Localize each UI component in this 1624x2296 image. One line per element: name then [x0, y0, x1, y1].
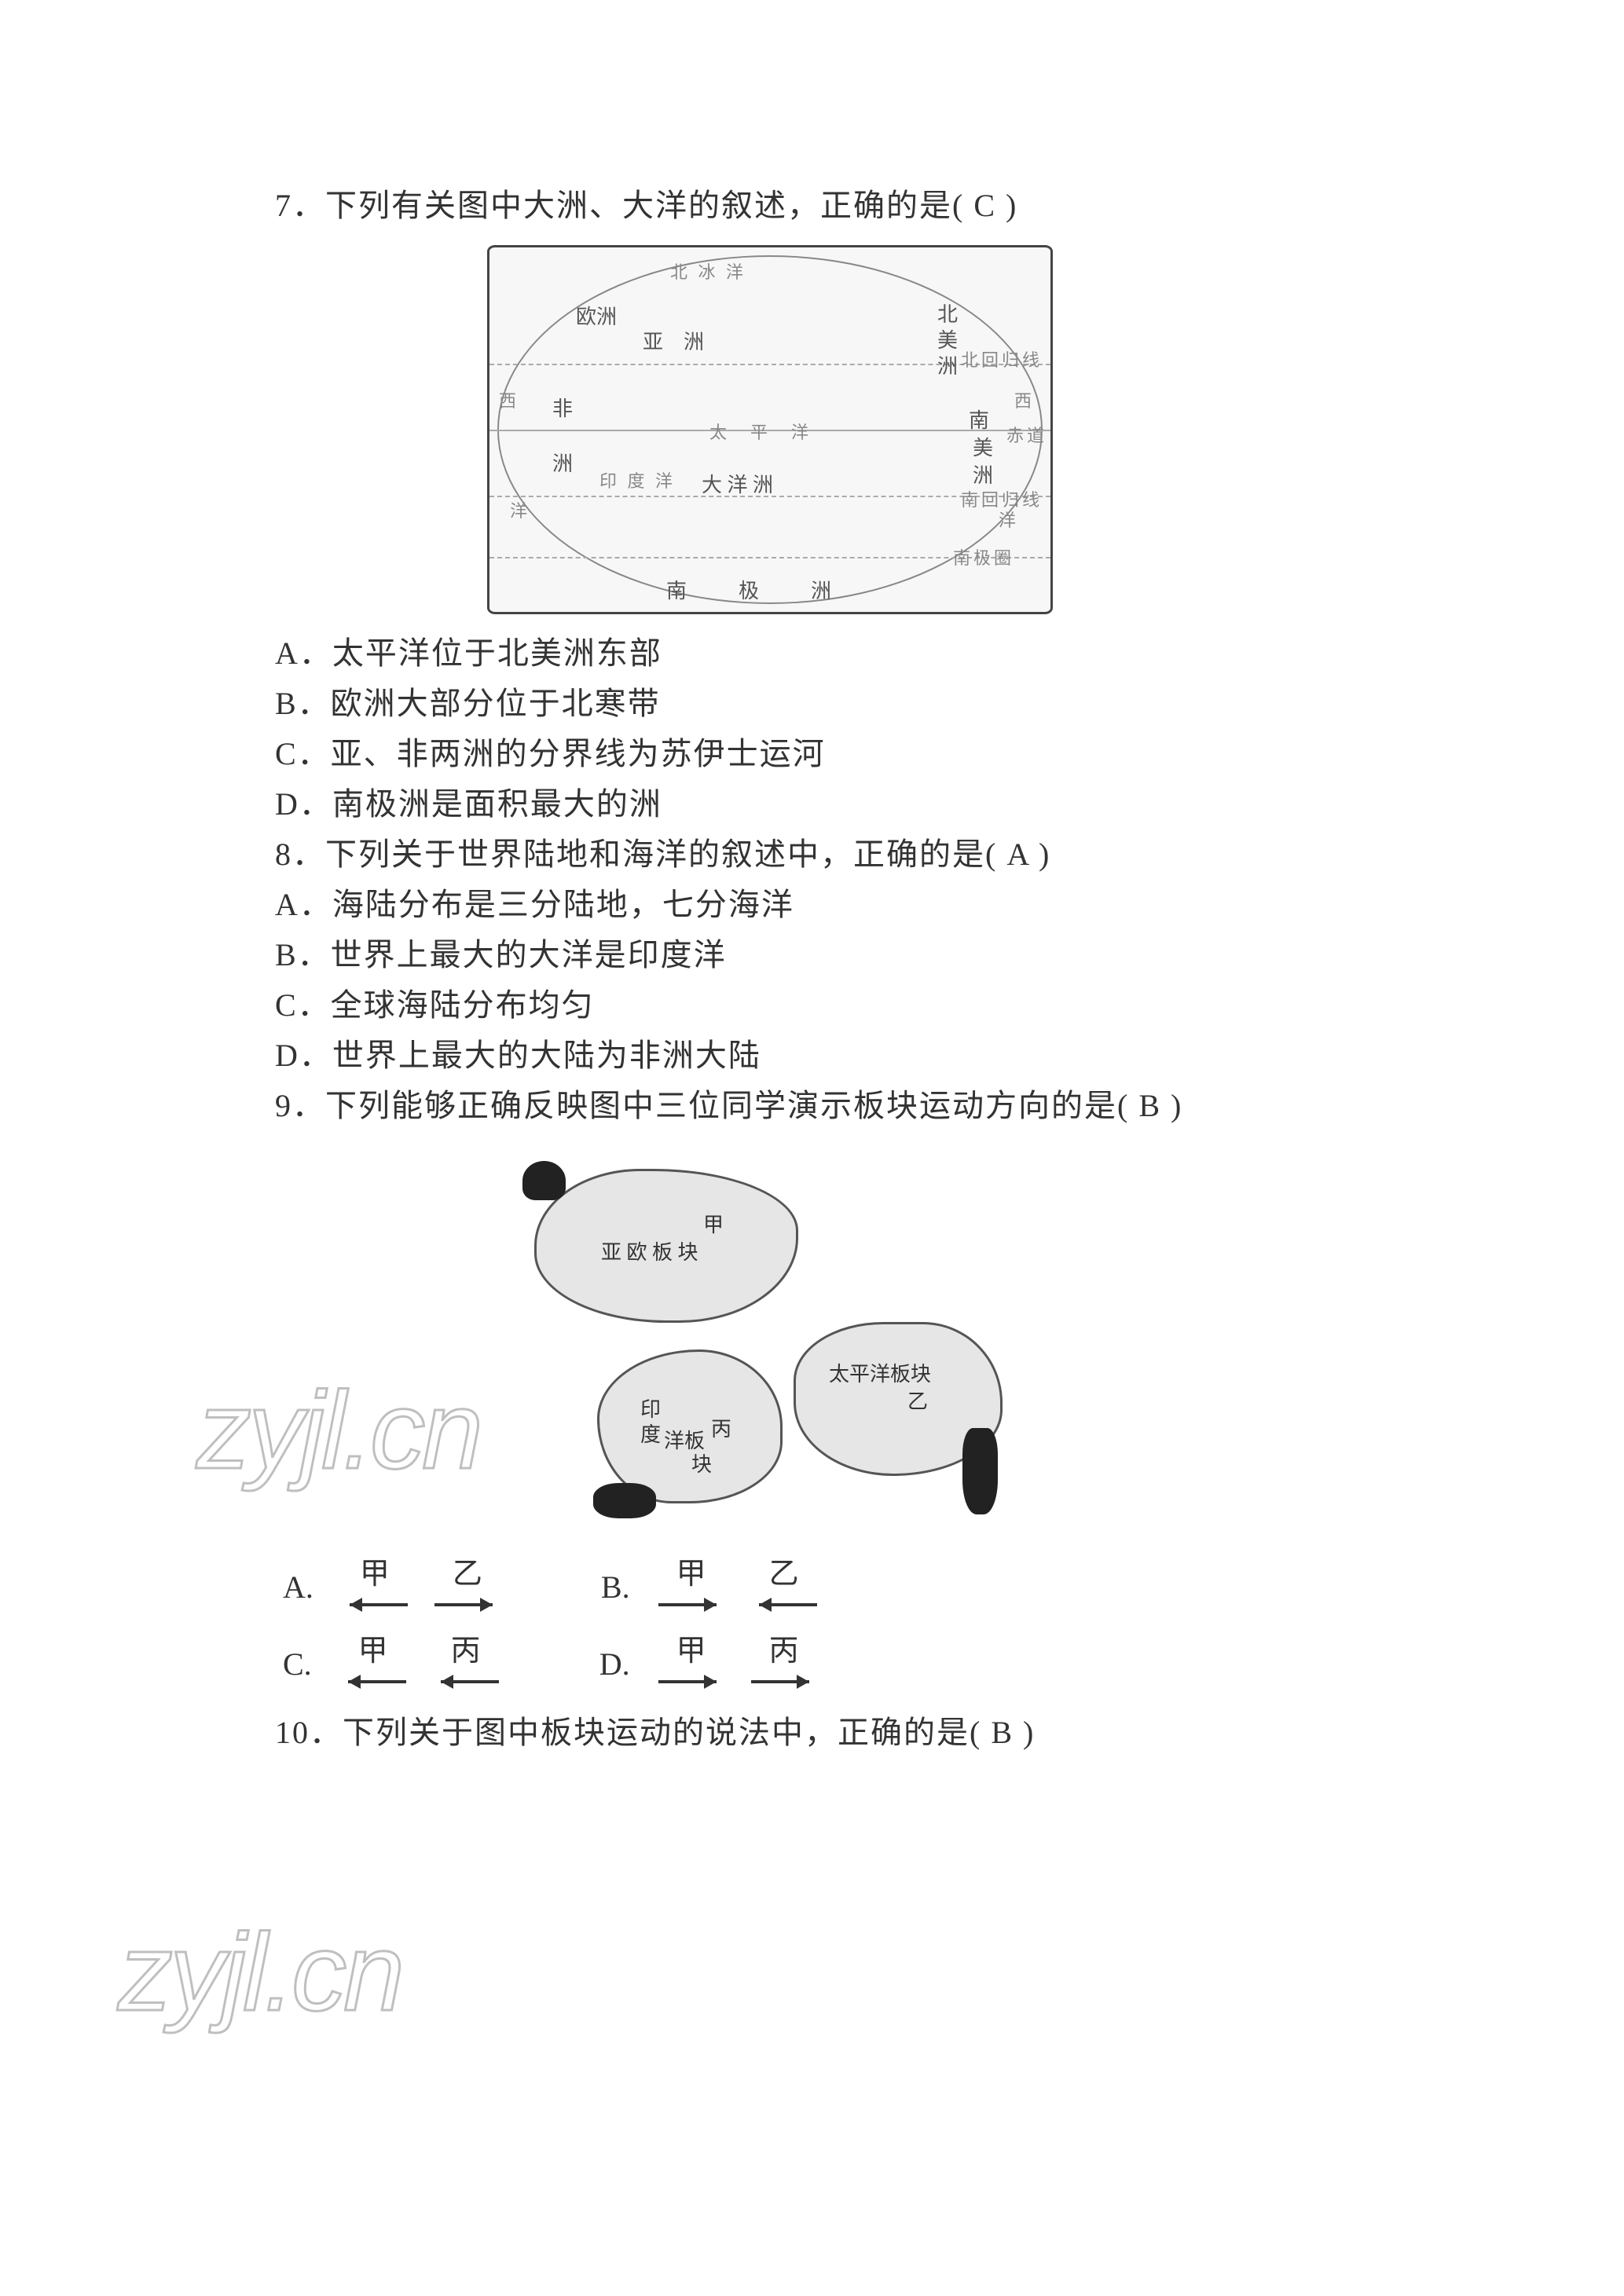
q7-option-a: A．太平洋位于北美洲东部 [275, 628, 1388, 679]
map-label-na-n: 北 [937, 298, 958, 328]
student-figure-3 [962, 1428, 998, 1514]
plate-indian-label1: 印 [640, 1397, 661, 1423]
q9-answer: ( B ) [1117, 1088, 1182, 1123]
plate-indian-label2: 度 [640, 1422, 661, 1448]
q9-optB-left: 甲 [652, 1558, 731, 1617]
q7-number: 7． [275, 188, 325, 223]
q10-text: 下列关于图中板块运动的说法中，正确的是 [343, 1715, 970, 1750]
q9-stem: 9．下列能够正确反映图中三位同学演示板块运动方向的是( B ) [275, 1081, 1388, 1131]
q7-text: 下列有关图中大洲、大洋的叙述，正确的是 [325, 188, 952, 223]
map-label-indian: 印 度 洋 [599, 467, 676, 493]
q9-optC-left-text: 甲 [358, 1635, 388, 1668]
q9-optC-right: 丙 [427, 1635, 505, 1694]
map-label-tropic-n: 北回归线 [961, 346, 1043, 372]
q8-stem: 8．下列关于世界陆地和海洋的叙述中，正确的是( A ) [275, 829, 1388, 880]
q7-option-b: B．欧洲大部分位于北寒带 [275, 679, 1388, 729]
q9-optD-left-text: 甲 [676, 1635, 706, 1668]
plate-indian-mark: 丙 [711, 1416, 731, 1443]
map-label-ocean-e: 洋 [999, 507, 1019, 532]
q7-option-c: C．亚、非两洲的分界线为苏伊士运河 [275, 729, 1388, 779]
plate-eurasia-label: 亚 欧 板 块 [601, 1240, 698, 1266]
map-label-antarctic: 南 极 洲 [666, 575, 847, 604]
map-label-oceania: 大 洋 洲 [702, 469, 773, 498]
arrow-right-icon [652, 1670, 731, 1694]
map-label-africa-n: 非 [552, 393, 573, 422]
q9-optD-right-text: 丙 [769, 1635, 799, 1668]
map-label-arctic: 北 冰 洋 [670, 258, 746, 284]
q9-optC-right-text: 丙 [451, 1635, 481, 1668]
map-label-sa-n: 南 [969, 405, 989, 434]
map-label-na-m: 美 [937, 324, 958, 353]
watermark-bottom: zyjl.cn [118, 1909, 401, 2036]
map-label-polar-s: 南极圈 [953, 544, 1014, 569]
q9-option-c: C. 甲 丙 [283, 1635, 505, 1694]
plate-indian-label3: 洋板 [664, 1428, 705, 1455]
q10-number: 10． [275, 1715, 343, 1750]
q8-option-b: B．世界上最大的大洋是印度洋 [275, 930, 1388, 980]
q8-answer: ( A ) [985, 837, 1050, 872]
q10-answer: ( B ) [970, 1715, 1035, 1750]
plate-indian-label4: 块 [691, 1452, 712, 1478]
q9-arrow-row-1: A. 甲 乙 B. 甲 乙 [283, 1552, 1388, 1623]
map-label-sa-m: 美 [973, 432, 993, 461]
plate-pacific-label: 太平洋板块 [829, 1361, 931, 1388]
map-label-equator: 赤道 [1006, 422, 1047, 447]
q10-stem: 10．下列关于图中板块运动的说法中，正确的是( B ) [275, 1708, 1388, 1758]
map-label-sa-s: 洲 [973, 460, 993, 489]
map-label-asia: 亚 洲 [643, 326, 704, 355]
q9-optB-left-text: 甲 [676, 1558, 706, 1591]
arrow-right-icon [745, 1670, 823, 1694]
q7-option-d: D．南极洲是面积最大的洲 [275, 779, 1388, 829]
map-label-africa-s: 洲 [552, 448, 573, 477]
q9-optA-right: 乙 [428, 1558, 507, 1617]
q9-text: 下列能够正确反映图中三位同学演示板块运动方向的是 [325, 1088, 1117, 1123]
q8-option-a: A．海陆分布是三分陆地，七分海洋 [275, 880, 1388, 930]
q9-optB-right: 乙 [745, 1558, 823, 1617]
map-label-atl-e: 西 [1014, 387, 1035, 412]
q9-optC-left: 甲 [334, 1635, 412, 1694]
plate-figure: 甲 亚 欧 板 块 太平洋板块 乙 印 度 洋板 块 丙 [487, 1145, 1053, 1538]
q9-optA-right-text: 乙 [453, 1558, 482, 1591]
arrow-right-icon [652, 1593, 731, 1617]
world-map-figure: 北 冰 洋 欧洲 亚 洲 非 洲 印 度 洋 太 平 洋 大 洋 洲 北 美 洲… [487, 245, 1053, 614]
q9-optD-left: 甲 [652, 1635, 731, 1694]
q7-stem: 7．下列有关图中大洲、大洋的叙述，正确的是( C ) [275, 181, 1388, 231]
map-label-na-s: 洲 [937, 350, 958, 379]
q9-number: 9． [275, 1088, 325, 1123]
q9-optB-label: B. [601, 1569, 630, 1606]
plate-indian [597, 1349, 783, 1503]
q9-option-b: B. 甲 乙 [601, 1558, 823, 1617]
student-figure-2 [593, 1483, 656, 1518]
q9-optA-left-text: 甲 [360, 1558, 390, 1591]
arrow-right-icon [428, 1593, 507, 1617]
map-label-europe: 欧洲 [576, 301, 617, 330]
arrow-left-icon [334, 1670, 412, 1694]
q8-text: 下列关于世界陆地和海洋的叙述中，正确的是 [325, 837, 985, 872]
q9-optD-label: D. [599, 1646, 630, 1683]
map-label-atl-w: 西 [499, 387, 519, 412]
arrow-left-icon [427, 1670, 505, 1694]
map-label-ocean-w: 洋 [510, 497, 530, 522]
q7-answer: ( C ) [952, 188, 1017, 223]
plate-eurasia-mark: 甲 [703, 1212, 724, 1239]
q9-arrow-row-2: C. 甲 丙 D. 甲 丙 [283, 1629, 1388, 1700]
watermark-mid: zyjl.cn [196, 1367, 480, 1494]
q9-option-a: A. 甲 乙 [283, 1558, 507, 1617]
plate-pacific-mark: 乙 [907, 1389, 928, 1415]
q9-optD-right: 丙 [745, 1635, 823, 1694]
q9-optA-left: 甲 [335, 1558, 414, 1617]
q8-option-d: D．世界上最大的大陆为非洲大陆 [275, 1031, 1388, 1081]
q9-option-d: D. 甲 丙 [599, 1635, 823, 1694]
q9-optB-right-text: 乙 [769, 1558, 799, 1591]
arrow-left-icon [745, 1593, 823, 1617]
q9-optA-label: A. [283, 1569, 313, 1606]
student-figure-1 [522, 1161, 566, 1200]
q8-option-c: C．全球海陆分布均匀 [275, 980, 1388, 1031]
map-label-pacific: 太 平 洋 [709, 419, 812, 444]
arrow-left-icon [335, 1593, 414, 1617]
q9-optC-label: C. [283, 1646, 312, 1683]
q8-number: 8． [275, 837, 325, 872]
